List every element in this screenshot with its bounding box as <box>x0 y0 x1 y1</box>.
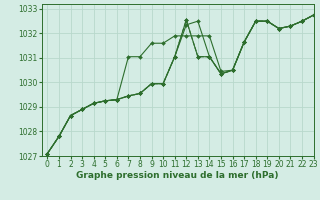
X-axis label: Graphe pression niveau de la mer (hPa): Graphe pression niveau de la mer (hPa) <box>76 171 279 180</box>
